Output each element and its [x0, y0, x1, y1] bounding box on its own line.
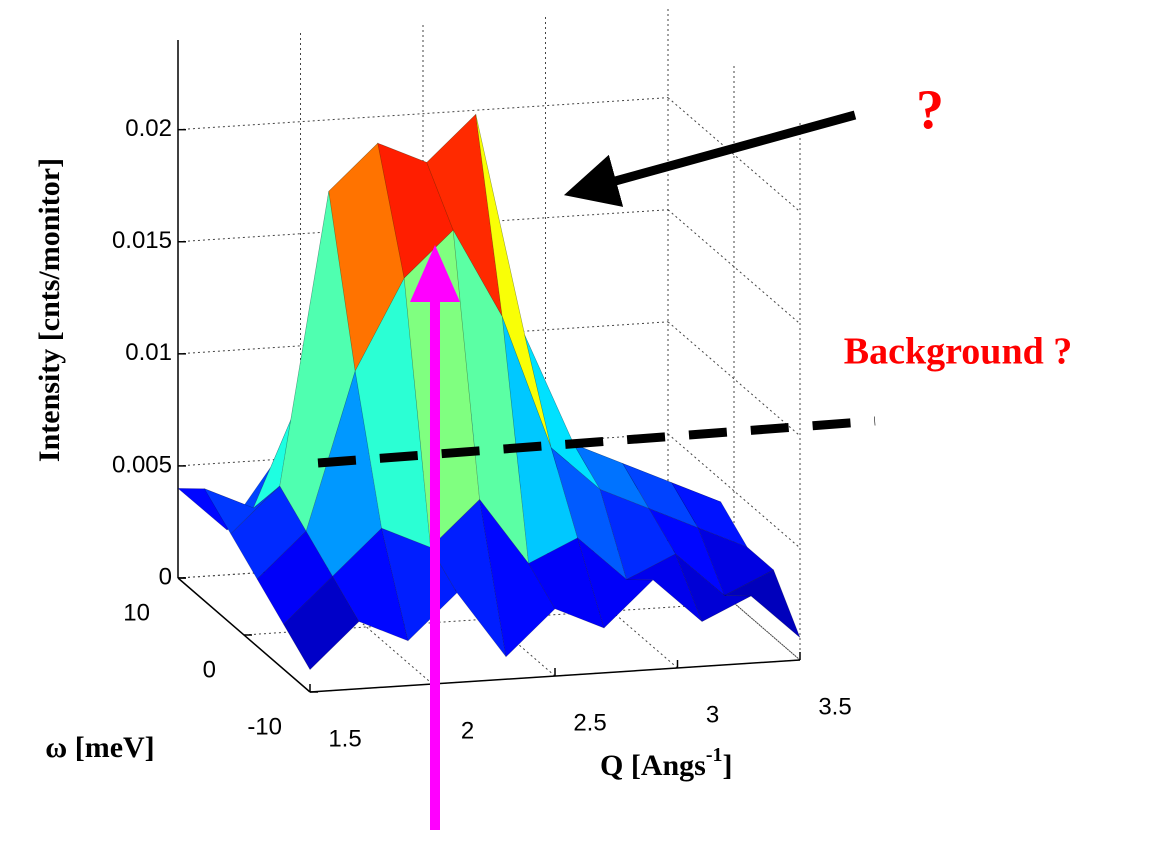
x-tick-label: 3: [706, 701, 719, 728]
annotation: ?: [916, 79, 944, 141]
z-tick-label: 0.02: [125, 115, 172, 142]
y-tick-label: 10: [123, 599, 150, 626]
y-tick-label: 0: [203, 656, 216, 683]
grid-line: [667, 545, 801, 661]
x-axis-label: Q [Angs-1]: [600, 744, 733, 782]
x-label-main: Q [Angs: [600, 749, 706, 782]
x-tick-label: 1.5: [328, 725, 361, 752]
pointer-arrowhead: [410, 245, 460, 302]
grid-line: [667, 209, 801, 325]
annotation: Background ?: [844, 331, 1072, 373]
grid-line: [667, 321, 801, 437]
x-tick-label: 3.5: [818, 693, 851, 720]
plot-area: 0 0.005 0.01 0.015 0.02 1.5 2 2.5 3 3.5 -10 0 10: [112, 8, 852, 752]
grid-line: [667, 433, 801, 549]
y-axis-label: ω [meV]: [45, 731, 154, 764]
z-tick-label: 0: [159, 563, 172, 590]
surface-cell: [724, 569, 801, 638]
background-line: [317, 416, 876, 468]
y-tick-label: -10: [247, 713, 282, 740]
peak-arrow: [563, 110, 857, 207]
x-tick-label: 2.5: [573, 709, 606, 736]
z-tick-label: 0.015: [112, 227, 172, 254]
grid-line: [177, 97, 669, 131]
x-label-sup: -1: [706, 744, 723, 766]
z-tick-label: 0.005: [112, 451, 172, 478]
z-axis-label: Intensity [cnts/monitor]: [33, 158, 66, 462]
x-label-end: ]: [723, 749, 733, 782]
x-tick-label: 2: [461, 717, 474, 744]
z-tick-label: 0.01: [125, 339, 172, 366]
grid-line: [667, 97, 801, 213]
